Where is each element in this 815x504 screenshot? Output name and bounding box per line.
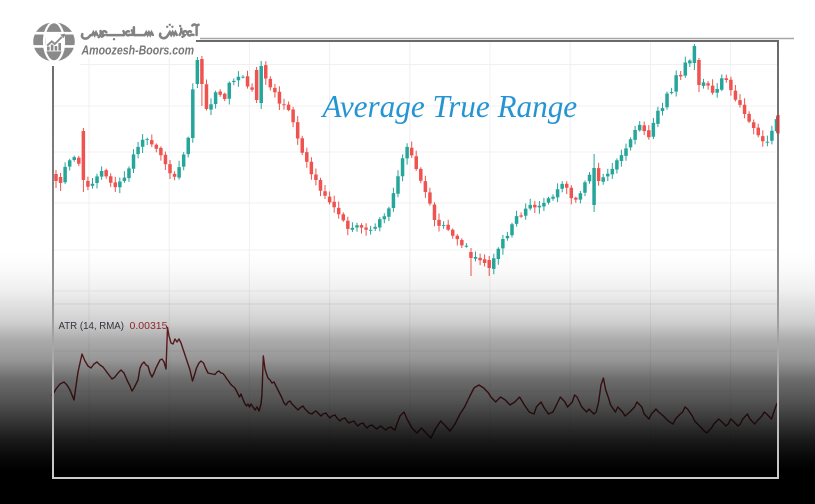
svg-text:Amoozesh-Boors.com: Amoozesh-Boors.com: [81, 43, 194, 58]
